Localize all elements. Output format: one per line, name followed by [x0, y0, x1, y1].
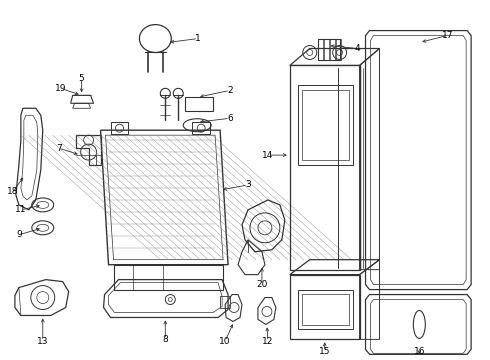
Text: 2: 2: [227, 86, 233, 95]
Text: 14: 14: [262, 150, 273, 159]
Text: 8: 8: [162, 335, 168, 344]
Text: 10: 10: [220, 337, 231, 346]
Text: 18: 18: [7, 188, 19, 197]
Text: 12: 12: [262, 337, 273, 346]
Text: 4: 4: [355, 44, 360, 53]
Text: 9: 9: [16, 230, 22, 239]
Text: 19: 19: [55, 84, 67, 93]
Text: 7: 7: [56, 144, 62, 153]
Text: 6: 6: [227, 114, 233, 123]
Text: 20: 20: [256, 280, 268, 289]
Text: 13: 13: [37, 337, 49, 346]
Text: 1: 1: [196, 34, 201, 43]
Text: 15: 15: [319, 347, 330, 356]
Text: 3: 3: [245, 180, 251, 189]
Text: 11: 11: [15, 206, 26, 215]
Text: 5: 5: [79, 74, 84, 83]
Text: 16: 16: [414, 347, 425, 356]
Text: 17: 17: [441, 31, 453, 40]
